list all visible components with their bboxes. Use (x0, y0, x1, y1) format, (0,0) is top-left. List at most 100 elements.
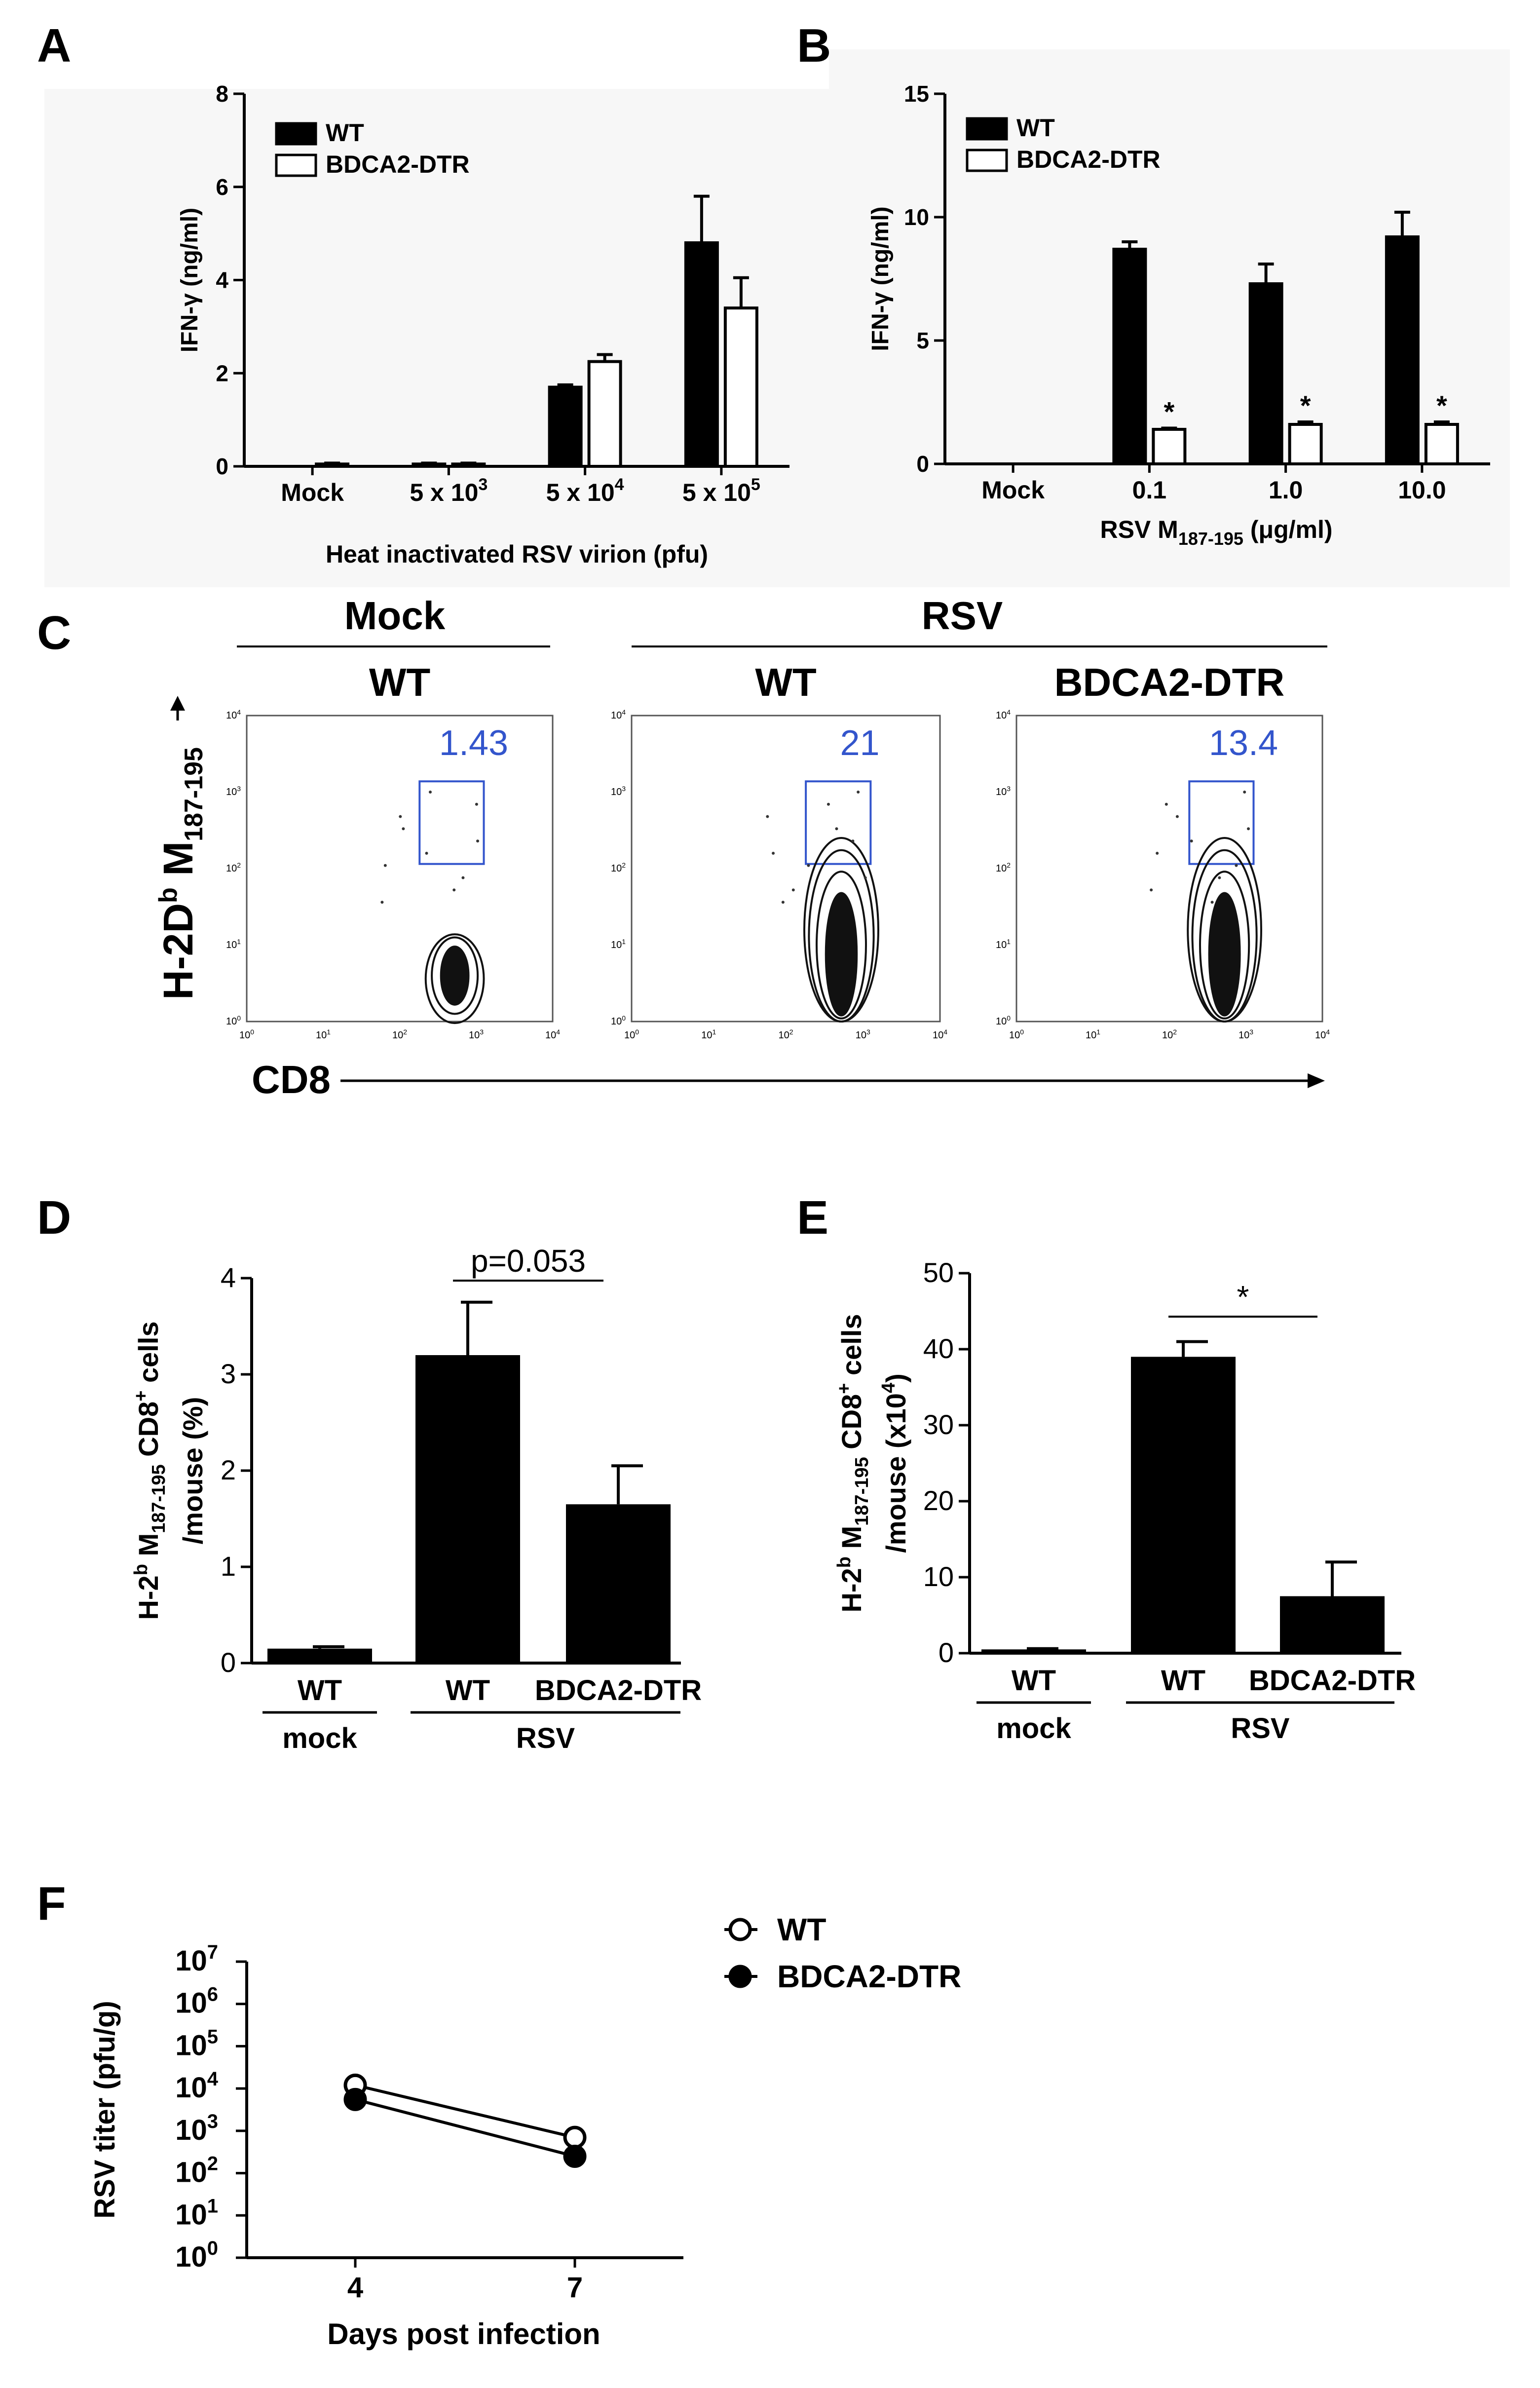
y-tick-label: 102 (175, 2153, 218, 2189)
x-tick-label: 100 (239, 1028, 254, 1041)
event-dot (781, 901, 785, 904)
tick-base: 10 (1162, 1030, 1173, 1041)
tick-base: 10 (226, 787, 237, 797)
tick-exponent: 0 (1007, 1014, 1011, 1022)
bar (566, 1504, 671, 1663)
x-tick-label: 100 (1009, 1028, 1024, 1041)
tick-base: 10 (175, 2072, 207, 2104)
x-tick-label: 100 (624, 1028, 639, 1041)
x-tick-label: 0.1 (1132, 476, 1167, 504)
bar (1288, 423, 1323, 465)
gate-box (418, 780, 485, 865)
legend-marker (728, 1965, 752, 1988)
tick-exponent: 7 (207, 1941, 218, 1963)
bar (1248, 282, 1283, 465)
tick-base: 10 (175, 2114, 207, 2146)
y-axis-title-superscript: + (131, 1391, 151, 1402)
bar (1152, 428, 1187, 465)
y-tick-label: 106 (175, 1984, 218, 2019)
y-tick-label: 101 (175, 2195, 218, 2231)
tick-exponent: 3 (1007, 785, 1011, 793)
data-point (563, 2144, 587, 2168)
y-axis-title-subscript: 187-195 (180, 747, 208, 841)
group-label-rsv: RSV (922, 594, 1003, 638)
tick-exponent: 1 (622, 938, 626, 946)
bar (548, 385, 583, 468)
y-tick-label: 100 (611, 1014, 626, 1027)
x-tick-label: WT (1012, 1665, 1056, 1697)
tick-base: 10 (239, 1030, 250, 1041)
tick-base: 10 (175, 2157, 207, 2189)
event-dot (1247, 827, 1250, 831)
tick-base: 10 (778, 1030, 789, 1041)
tick-exponent: 4 (1007, 708, 1011, 716)
x-tick-label: 102 (392, 1028, 407, 1041)
panel-letter-f: F (37, 1877, 66, 1930)
gate-percent: 13.4 (1209, 723, 1278, 763)
panel-letter-e: E (797, 1191, 828, 1244)
x-tick-label-text: 10.0 (1398, 476, 1446, 504)
tick-exponent: 2 (237, 861, 241, 869)
gate-percent: 21 (840, 723, 879, 763)
event-dot (807, 864, 810, 867)
y-tick-label: 3 (221, 1358, 236, 1389)
x-tick-label: 5 x 105 (682, 475, 760, 506)
y-axis-title-text: H-2D (155, 903, 201, 1000)
event-dot (1243, 791, 1246, 794)
bar (684, 241, 719, 468)
panel-letter-c: C (37, 606, 71, 659)
tick-exponent: 1 (207, 2195, 218, 2217)
x-axis-arrowhead (1308, 1073, 1325, 1088)
y-tick-label: 103 (226, 785, 241, 797)
y-axis-title-superscript: b (154, 887, 183, 903)
tick-base: 10 (996, 710, 1007, 721)
chart-e-cell-count: 0 10 20 30 40 50 WT WT BDCA2-DTR mock RSV * H-2b M18… (834, 1257, 1416, 1744)
y-tick-label: 0 (221, 1647, 236, 1678)
tick-base: 10 (996, 863, 1007, 874)
event-dot (475, 802, 478, 806)
event-dot (425, 852, 428, 855)
tick-exponent: 3 (622, 785, 626, 793)
y-tick-label: 107 (175, 1941, 218, 1977)
y-tick-label: 0 (916, 451, 929, 477)
y-tick-label: 10 (923, 1561, 954, 1592)
panel-letter-a: A (37, 19, 71, 72)
tick-exponent: 0 (622, 1014, 626, 1022)
x-tick-label: 102 (1162, 1028, 1177, 1041)
tick-exponent: 0 (635, 1028, 639, 1036)
tick-base: 10 (545, 1030, 556, 1041)
x-tick-label-text: 5 x 10 (410, 479, 478, 506)
tick-exponent: 2 (207, 2153, 218, 2175)
tick-base: 10 (611, 787, 622, 797)
group-label: RSV (516, 1722, 575, 1754)
y-tick-label: 30 (923, 1409, 954, 1440)
y-axis-title-subscript: 187-195 (149, 1464, 169, 1533)
plot-title: BDCA2-DTR (1054, 660, 1285, 704)
legend-label: WT (1016, 114, 1055, 142)
tick-base: 10 (1239, 1030, 1249, 1041)
tick-exponent: 4 (943, 1028, 947, 1036)
y-tick-label: 101 (996, 938, 1011, 950)
tick-base: 10 (1315, 1030, 1326, 1041)
x-tick-label: BDCA2-DTR (535, 1674, 702, 1706)
panel-letter-b: B (797, 19, 831, 72)
legend-swatch (275, 153, 317, 177)
significance-star: * (1436, 390, 1447, 421)
gate-box (805, 780, 872, 865)
tick-base: 10 (701, 1030, 712, 1041)
x-axis-title: CD8 (252, 1058, 331, 1101)
tick-base: 10 (175, 1945, 207, 1977)
event-dot (772, 852, 775, 855)
data-point (343, 2087, 367, 2111)
y-tick-label: 100 (226, 1014, 241, 1027)
y-tick-label: 1 (221, 1551, 236, 1582)
tick-base: 10 (1086, 1030, 1096, 1041)
tick-exponent: 5 (207, 2026, 218, 2047)
significance-label: p=0.053 (471, 1243, 586, 1279)
y-tick-label: 101 (226, 938, 241, 950)
tick-exponent: 6 (207, 1984, 218, 2006)
y-axis-title-superscript: b (131, 1564, 151, 1575)
chart-b-ifn-peptide: 0 5 10 15 Mock 0.1 * 1.0 * 10.0 * WT BDCA2-DTR IFN-γ … (867, 81, 1490, 549)
